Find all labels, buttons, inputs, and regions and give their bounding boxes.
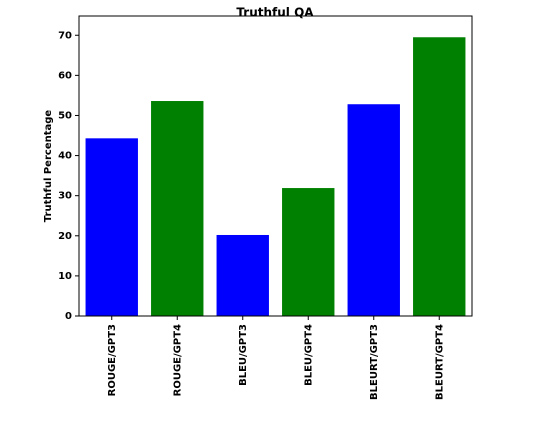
y-tick-label: 60 bbox=[58, 70, 72, 81]
bar bbox=[347, 104, 400, 316]
y-tick-label: 40 bbox=[58, 151, 72, 162]
y-tick-label: 0 bbox=[65, 311, 72, 322]
bar bbox=[413, 37, 466, 316]
plot-frame bbox=[78, 15, 473, 317]
x-tick-label: ROUGE/GPT3 bbox=[107, 324, 118, 396]
bar bbox=[85, 138, 138, 316]
y-axis-label: Truthful Percentage bbox=[43, 110, 54, 223]
x-tick-label: ROUGE/GPT4 bbox=[172, 324, 183, 396]
bar bbox=[282, 188, 335, 316]
y-tick-label: 20 bbox=[58, 231, 72, 242]
y-tick-label: 30 bbox=[58, 191, 72, 202]
chart-title: Truthful QA bbox=[236, 6, 314, 20]
x-tick-label: BLEURT/GPT3 bbox=[369, 324, 380, 400]
y-tick-label: 70 bbox=[58, 30, 72, 41]
y-tick-label: 10 bbox=[58, 271, 72, 282]
x-tick-label: BLEU/GPT3 bbox=[238, 324, 249, 386]
x-tick-label: BLEU/GPT4 bbox=[303, 324, 314, 386]
x-tick-label: BLEURT/GPT4 bbox=[434, 324, 445, 400]
bar bbox=[216, 234, 269, 316]
y-tick-label: 50 bbox=[58, 110, 72, 121]
bar bbox=[151, 101, 204, 317]
